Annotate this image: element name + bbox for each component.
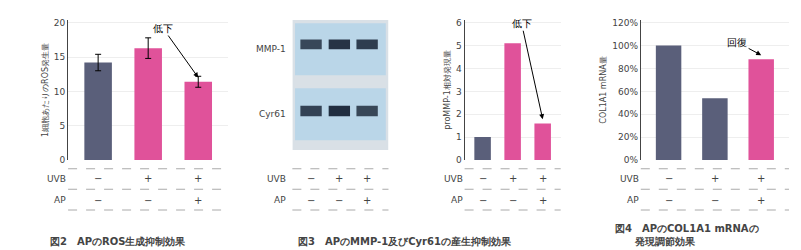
svg-text:1細胞あたりのROS発生量: 1細胞あたりのROS発生量 (41, 43, 50, 137)
svg-text:+: + (363, 195, 371, 206)
svg-text:proMMP-1相対発現量: proMMP-1相対発現量 (443, 50, 452, 130)
svg-text:+: + (509, 173, 517, 184)
svg-text:+: + (335, 173, 343, 184)
svg-text:−: − (307, 173, 315, 184)
svg-text:5: 5 (456, 41, 462, 51)
svg-text:−: − (711, 195, 719, 206)
svg-text:図4 APのCOL1A1 mRNAの 発現調節効果: 図4 APのCOL1A1 mRNAの 発現調節効果 (615, 223, 759, 247)
svg-text:+: + (757, 173, 765, 184)
svg-text:6: 6 (456, 18, 462, 28)
svg-text:UVB: UVB (47, 174, 66, 184)
svg-text:Cyr61: Cyr61 (259, 109, 286, 119)
svg-text:−: − (94, 195, 102, 206)
svg-text:COL1A1 mRNA量: COL1A1 mRNA量 (599, 56, 608, 123)
svg-text:40%: 40% (618, 109, 638, 119)
svg-text:60%: 60% (618, 87, 638, 97)
svg-text:低下: 低下 (153, 23, 173, 34)
svg-text:AP: AP (54, 195, 66, 205)
svg-text:−: − (509, 195, 517, 206)
svg-text:図3 APのMMP-1及びCyr61の産生抑制効果: 図3 APのMMP-1及びCyr61の産生抑制効果 (298, 236, 512, 247)
svg-text:+: + (363, 173, 371, 184)
svg-text:MMP-1: MMP-1 (256, 44, 286, 54)
svg-text:+: + (194, 195, 202, 206)
svg-text:20%: 20% (618, 132, 638, 142)
svg-text:4: 4 (456, 64, 462, 74)
svg-text:AP: AP (451, 195, 463, 205)
svg-text:100%: 100% (612, 41, 638, 51)
svg-text:−: − (307, 195, 315, 206)
svg-text:15: 15 (54, 52, 65, 62)
svg-text:0: 0 (456, 155, 462, 165)
svg-text:回復: 回復 (727, 37, 747, 48)
svg-text:図2 APのROS生成抑制効果: 図2 APのROS生成抑制効果 (50, 236, 186, 247)
svg-text:−: − (479, 173, 487, 184)
svg-text:+: + (144, 173, 152, 184)
svg-text:120%: 120% (612, 18, 638, 28)
svg-text:−: − (144, 195, 152, 206)
svg-text:−: − (335, 195, 343, 206)
svg-text:5: 5 (60, 121, 66, 131)
svg-text:+: + (539, 195, 547, 206)
svg-text:−: − (665, 173, 673, 184)
svg-text:1: 1 (456, 132, 462, 142)
svg-text:−: − (94, 173, 102, 184)
svg-text:UVB: UVB (620, 174, 639, 184)
svg-text:AP: AP (627, 195, 639, 205)
svg-text:10: 10 (54, 87, 66, 97)
svg-text:+: + (539, 173, 547, 184)
svg-text:−: − (479, 195, 487, 206)
svg-text:3: 3 (456, 87, 462, 97)
svg-text:2: 2 (456, 109, 462, 119)
svg-text:AP: AP (274, 195, 286, 205)
svg-text:+: + (194, 173, 202, 184)
svg-text:0: 0 (60, 155, 66, 165)
svg-text:−: − (665, 195, 673, 206)
svg-text:UVB: UVB (444, 174, 463, 184)
svg-text:低下: 低下 (512, 18, 532, 29)
svg-text:80%: 80% (618, 64, 638, 74)
svg-text:+: + (711, 173, 719, 184)
svg-text:UVB: UVB (267, 174, 286, 184)
svg-text:0%: 0% (624, 155, 639, 165)
svg-text:20: 20 (54, 18, 66, 28)
svg-text:+: + (757, 195, 765, 206)
